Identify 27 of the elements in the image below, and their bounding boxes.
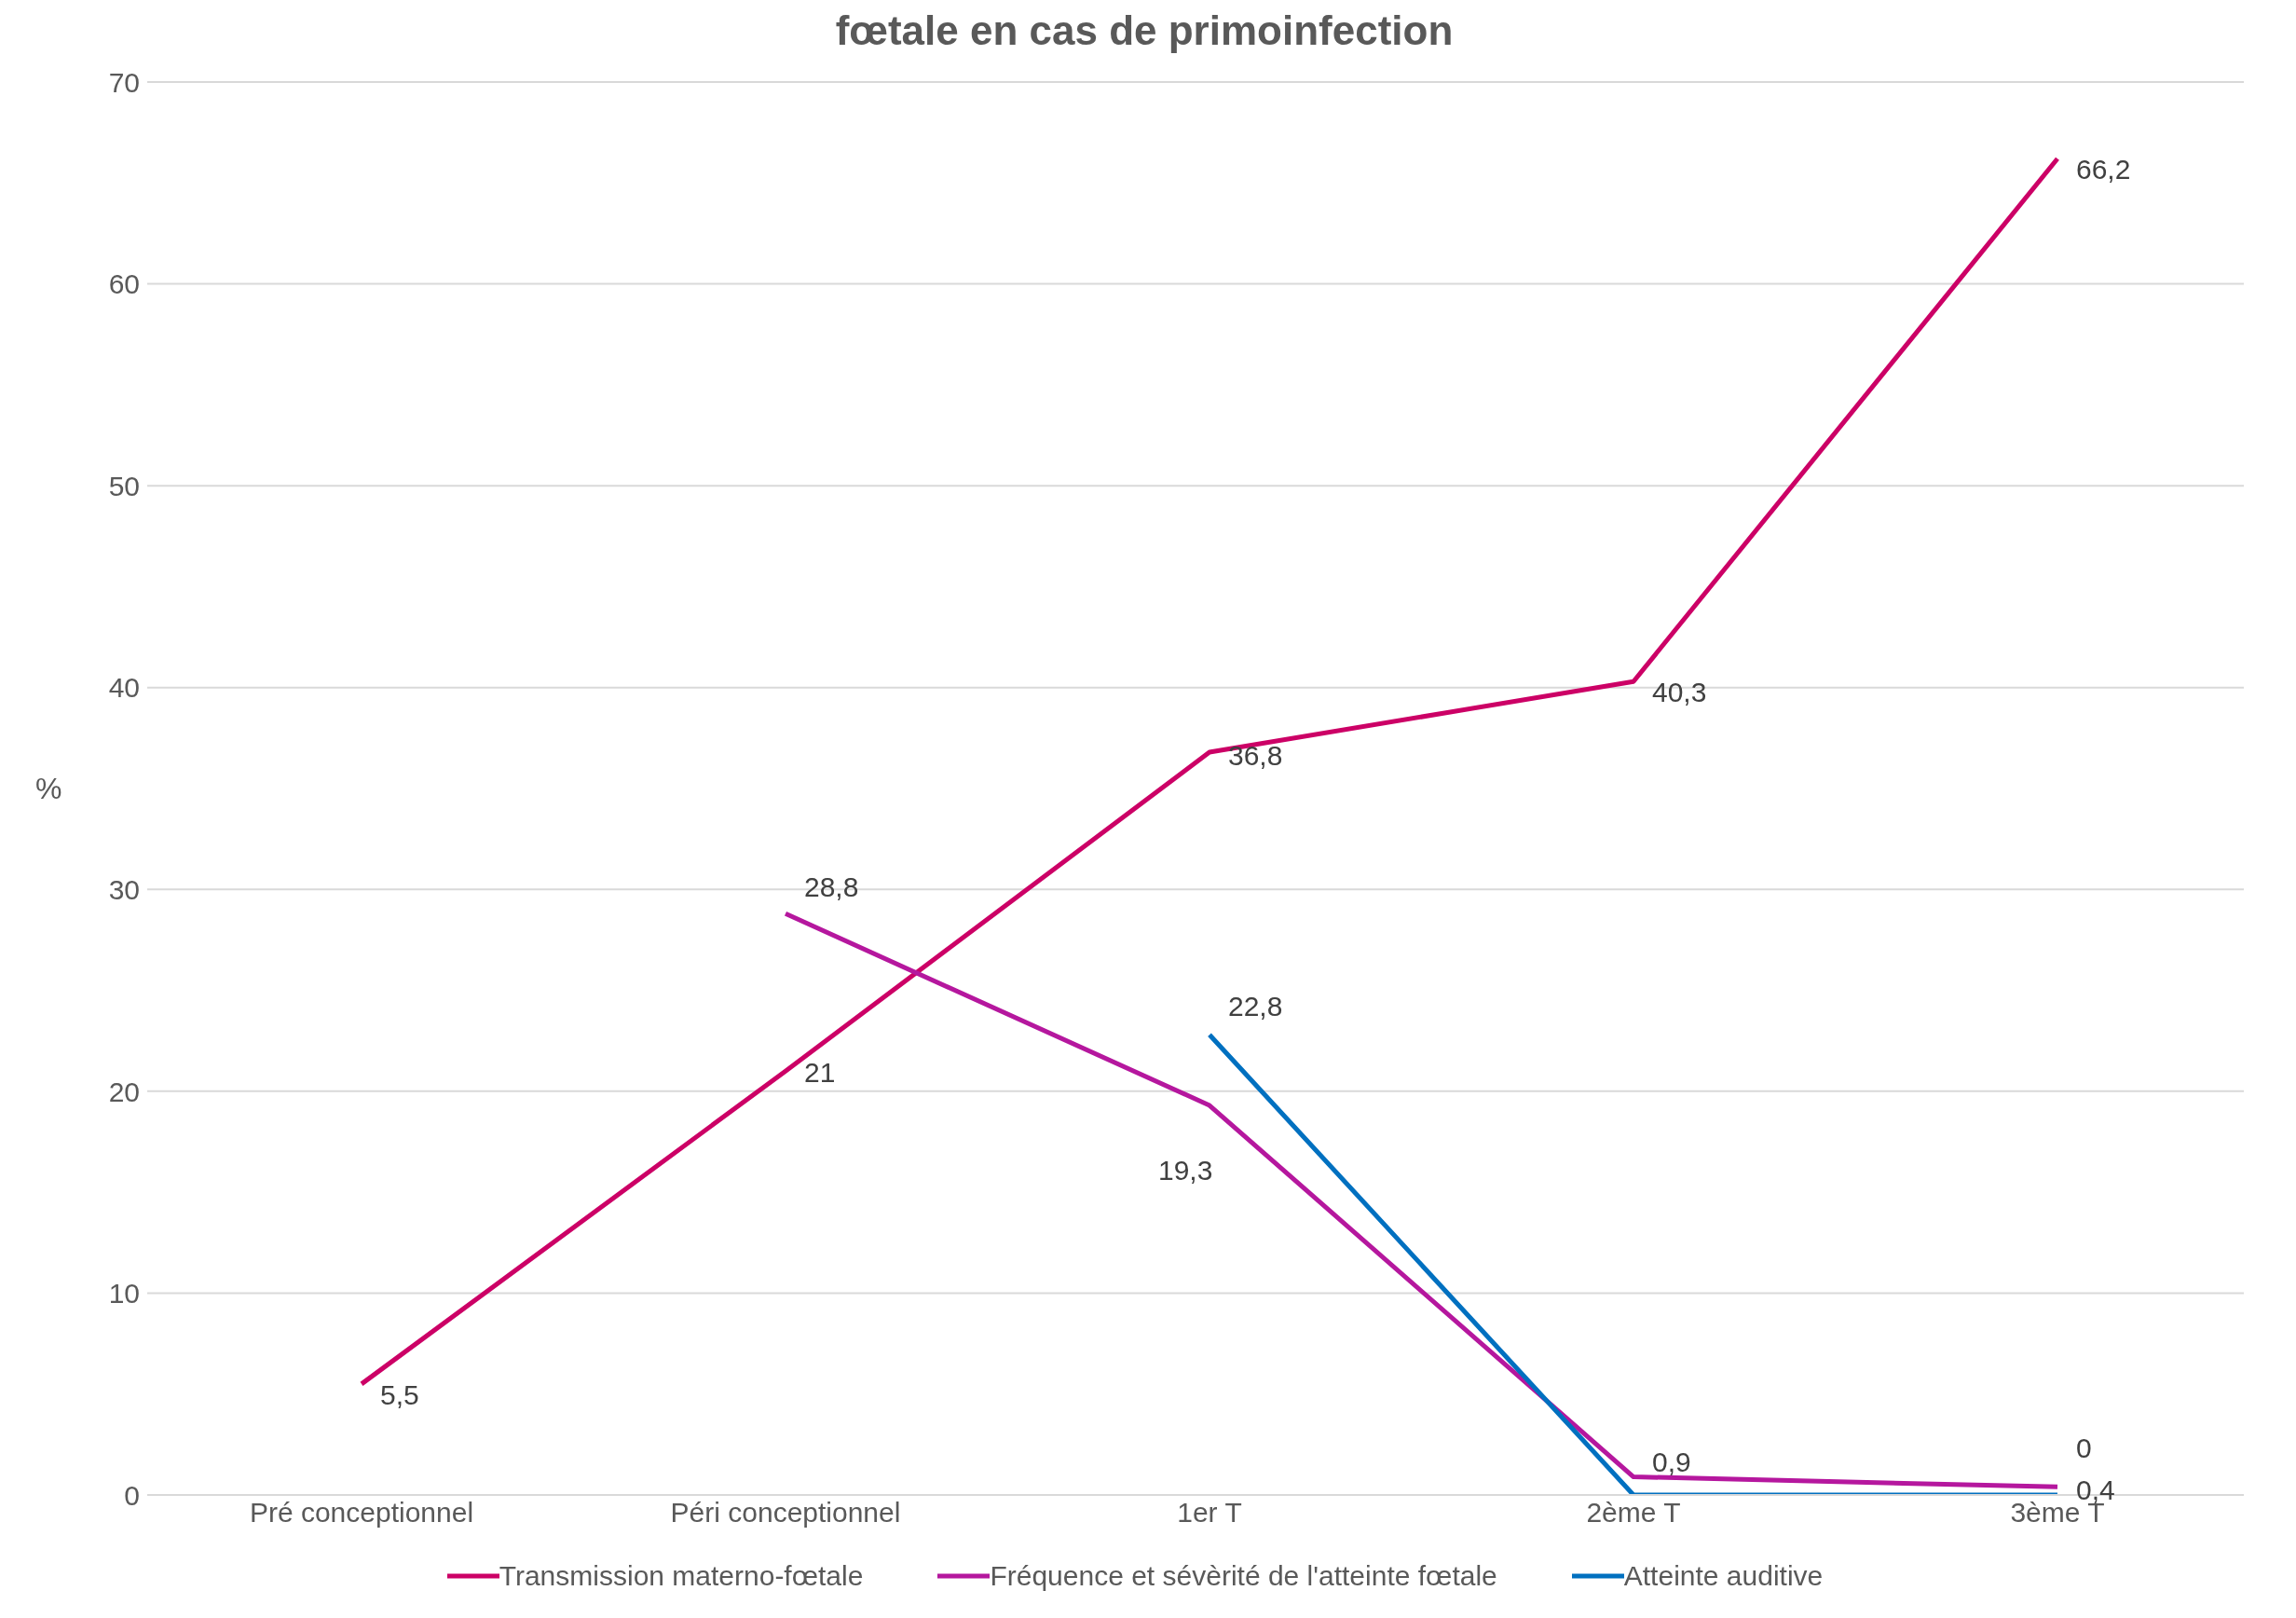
y-tick-label: 30: [108, 873, 140, 905]
data-label: 28,8: [804, 871, 859, 903]
data-label: 19,3: [1158, 1155, 1213, 1186]
y-axis-title: %: [35, 772, 62, 806]
y-tick-label: 20: [108, 1076, 140, 1107]
legend-label: Atteinte auditive: [1622, 1560, 1824, 1592]
y-tick-label: 70: [108, 66, 140, 98]
data-label: 5,5: [380, 1378, 419, 1410]
data-label: 22,8: [1228, 991, 1283, 1022]
y-tick-label: 0: [124, 1479, 140, 1511]
y-tick-label: 60: [108, 268, 140, 300]
y-tick-label: 50: [108, 470, 140, 501]
x-tick-label: Pré conceptionnel: [249, 1497, 474, 1529]
data-label: 0,9: [1652, 1446, 1691, 1477]
data-label: 21: [804, 1057, 836, 1089]
legend-label: Fréquence et sévèrité de l'atteinte fœtale: [989, 1560, 1497, 1592]
y-tick-label: 10: [108, 1278, 140, 1309]
data-label: 66,2: [2076, 154, 2131, 185]
chart-title: fœtale en cas de primoinfection: [834, 7, 1455, 55]
data-label: 0: [2076, 1433, 2092, 1463]
x-tick-label: Péri conceptionnel: [670, 1497, 901, 1529]
data-label: 36,8: [1228, 740, 1283, 772]
legend-label: Transmission materno-fœtale: [498, 1560, 864, 1592]
data-label: 40,3: [1652, 677, 1707, 708]
x-tick-label: 2ème T: [1586, 1497, 1681, 1529]
x-tick-label: 1er T: [1177, 1497, 1242, 1529]
y-tick-label: 40: [108, 672, 140, 704]
